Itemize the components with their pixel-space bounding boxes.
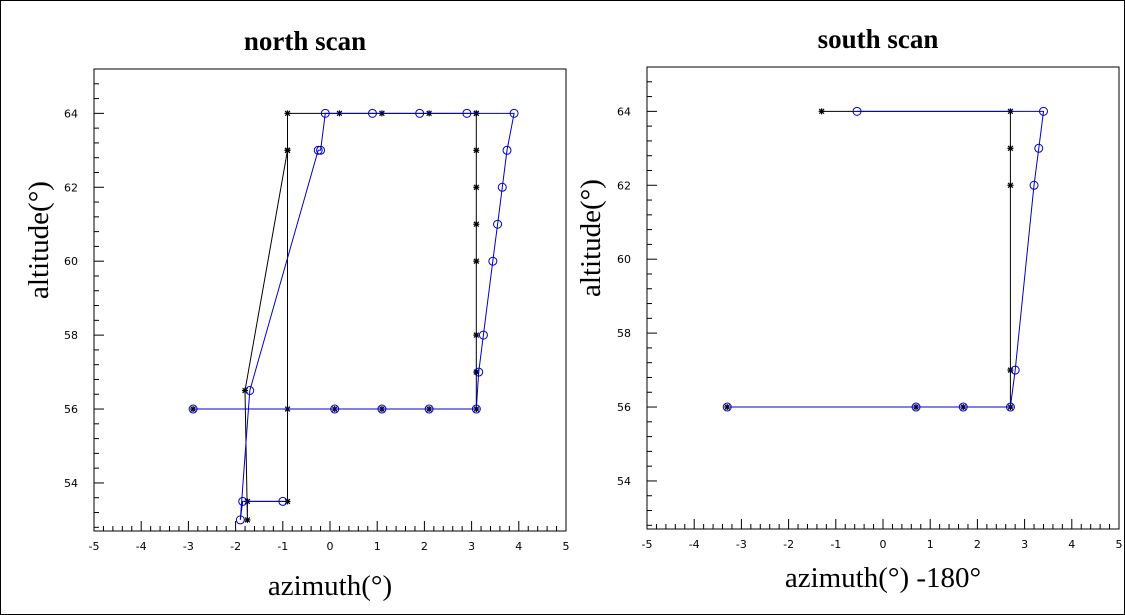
x-tick-label: 5	[563, 540, 570, 553]
circle-point	[278, 496, 288, 506]
circle-point	[377, 404, 387, 414]
x-tick-label: -4	[136, 540, 147, 553]
circle-point	[235, 515, 245, 525]
circle-point	[313, 145, 323, 155]
y-tick-label: 62	[64, 181, 78, 194]
circle-point	[330, 404, 340, 414]
x-tick-label: 1	[374, 540, 381, 553]
x-tick-label: 3	[1021, 538, 1028, 551]
y-tick-label: 56	[617, 401, 631, 414]
x-tick-label: -3	[736, 538, 747, 551]
circle-point	[1005, 402, 1015, 412]
circle-point	[238, 496, 248, 506]
series-line-asterisk	[727, 110, 1011, 408]
asterisk-point	[284, 110, 291, 117]
asterisk-point	[818, 108, 825, 115]
asterisk-point	[473, 184, 480, 191]
circle-point	[188, 404, 198, 414]
circle-point	[497, 182, 507, 192]
circle-point	[958, 402, 968, 412]
x-tick-label: 3	[468, 540, 475, 553]
circle-point	[367, 108, 377, 118]
chart-title: north scan	[244, 26, 366, 56]
x-tick-label: -2	[783, 538, 794, 551]
y-tick-label: 62	[617, 179, 631, 192]
asterisk-point	[1007, 182, 1014, 189]
asterisk-point	[284, 147, 291, 154]
asterisk-point	[473, 221, 480, 228]
circle-point	[424, 404, 434, 414]
series-line-circle	[193, 112, 515, 520]
x-tick-label: 1	[927, 538, 934, 551]
circle-point	[502, 145, 512, 155]
asterisk-point	[473, 147, 480, 154]
x-tick-label: -5	[642, 538, 653, 551]
circle-point	[462, 108, 472, 118]
x-tick-label: -4	[689, 538, 700, 551]
x-tick-label: 2	[421, 540, 428, 553]
circle-point	[488, 256, 498, 266]
circle-point	[245, 386, 255, 396]
circle-point	[509, 108, 519, 118]
circle-point	[320, 108, 330, 118]
asterisk-point	[284, 498, 291, 505]
asterisk-point	[242, 387, 249, 394]
circle-point	[474, 367, 484, 377]
plot-area	[646, 66, 1120, 530]
circle-point	[852, 106, 862, 116]
plot-area	[93, 68, 567, 532]
x-tick-label: 5	[1116, 538, 1123, 551]
chart-title: south scan	[818, 24, 939, 54]
y-tick-label: 56	[64, 403, 78, 416]
circle-point	[493, 219, 503, 229]
asterisk-point	[1007, 367, 1014, 374]
x-tick-label: 0	[880, 538, 887, 551]
x-tick-label: 0	[327, 540, 334, 553]
x-tick-label: -5	[89, 540, 100, 553]
asterisk-point	[473, 258, 480, 265]
y-tick-label: 64	[64, 107, 78, 120]
y-tick-label: 64	[617, 105, 631, 118]
y-axis-label: altitude(°)	[575, 179, 607, 297]
y-tick-label: 58	[617, 327, 631, 340]
x-tick-label: 4	[1068, 538, 1075, 551]
y-tick-label: 60	[617, 253, 631, 266]
y-axis-label: altitude(°)	[23, 181, 55, 299]
circle-point	[471, 404, 481, 414]
series-line-asterisk	[193, 112, 477, 520]
x-tick-label: -3	[183, 540, 194, 553]
circle-point	[1010, 365, 1020, 375]
x-axis-label: azimuth(°) -180°	[785, 562, 981, 594]
asterisk-point	[473, 332, 480, 339]
series-line-circle	[727, 110, 1045, 408]
circle-point	[722, 402, 732, 412]
x-tick-label: 4	[515, 540, 522, 553]
circle-point	[415, 108, 425, 118]
circle-point	[478, 330, 488, 340]
asterisk-point	[244, 516, 251, 523]
x-tick-label: -2	[230, 540, 241, 553]
x-tick-label: 2	[974, 538, 981, 551]
y-tick-label: 54	[64, 477, 78, 490]
circle-point	[1038, 106, 1048, 116]
y-tick-label: 54	[617, 475, 631, 488]
circle-point	[1034, 143, 1044, 153]
x-tick-label: -1	[830, 538, 841, 551]
x-tick-label: -1	[277, 540, 288, 553]
circle-point	[911, 402, 921, 412]
circle-point	[316, 145, 326, 155]
x-axis-label: azimuth(°)	[268, 570, 392, 602]
asterisk-point	[1007, 145, 1014, 152]
y-tick-label: 58	[64, 329, 78, 342]
y-tick-label: 60	[64, 255, 78, 268]
chart-panel-south: -5 -4 -3 -2 -1 0 1 2 3 4 5 54 56 58 60 62 64 south scan az…	[575, 24, 1123, 594]
chart-panel-north: -5 -4 -3 -2 -1 0 1 2 3 4 5 54 56 58 60 62 64 north scan az…	[23, 26, 570, 602]
circle-point	[1029, 180, 1039, 190]
